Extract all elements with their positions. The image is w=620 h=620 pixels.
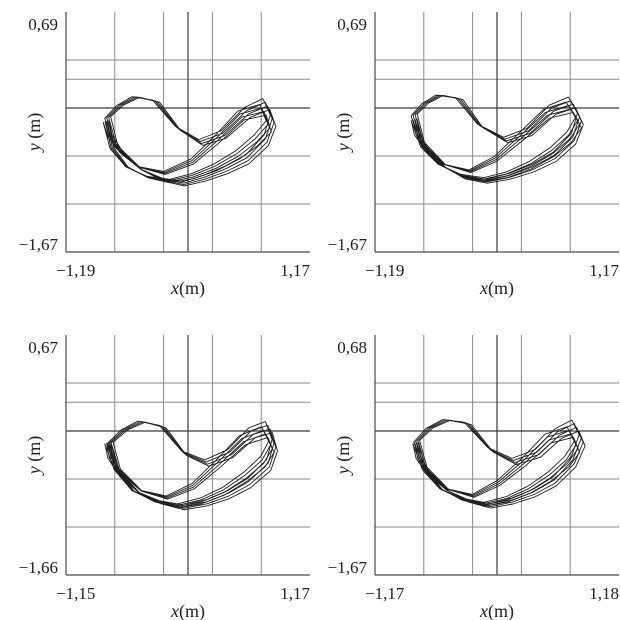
x-tick-label-left: −1,17 — [365, 584, 405, 603]
y-tick-label-bottom: −1,67 — [328, 558, 368, 577]
trajectory-series — [106, 96, 275, 185]
trajectory-series — [106, 420, 275, 508]
y-tick-label-bottom: −1,67 — [19, 235, 59, 254]
x-axis-label: x(m) — [479, 601, 514, 620]
y-axis-label: y (m) — [333, 113, 354, 154]
x-axis-variable: x — [479, 601, 488, 620]
trajectory-series — [110, 421, 278, 511]
x-tick-label-right: 1,17 — [280, 261, 310, 280]
y-axis-unit: (m) — [24, 436, 45, 462]
trajectory-series — [104, 96, 273, 184]
y-axis-unit: (m) — [24, 113, 45, 139]
y-tick-label-top: 0,68 — [337, 338, 367, 357]
trajectory-series — [412, 94, 580, 182]
y-tick-label-top: 0,67 — [28, 338, 58, 357]
y-axis-unit: (m) — [333, 113, 354, 139]
x-tick-label-right: 1,18 — [589, 584, 619, 603]
chart-panel-4: 0,68−1,67−1,17 1,18x(m)y (m) — [328, 335, 619, 620]
y-axis-variable: y — [333, 462, 353, 477]
y-tick-label-top: 0,69 — [28, 15, 58, 34]
x-axis-variable: x — [170, 601, 179, 620]
trajectory-series — [102, 96, 271, 182]
trajectory-series — [414, 94, 582, 183]
x-axis-label: x(m) — [479, 278, 514, 299]
trajectory-series — [108, 96, 277, 187]
y-axis-variable: y — [24, 139, 44, 154]
trajectory-series — [418, 419, 586, 509]
x-axis-label: x(m) — [170, 278, 205, 299]
x-axis-variable: x — [170, 278, 179, 298]
trajectory-series — [108, 421, 277, 509]
x-tick-label-left: −1,19 — [56, 261, 95, 280]
y-axis-variable: y — [24, 462, 44, 477]
x-axis-unit: (m) — [488, 278, 514, 299]
x-axis-label: x(m) — [170, 601, 205, 620]
trajectory-series — [410, 94, 578, 180]
y-axis-label: y (m) — [333, 436, 354, 477]
trajectory-series — [414, 419, 582, 506]
x-axis-unit: (m) — [179, 278, 205, 299]
y-axis-label: y (m) — [24, 436, 45, 477]
x-axis-variable: x — [479, 278, 488, 298]
y-tick-label-bottom: −1,66 — [19, 558, 58, 577]
x-tick-label-right: 1,17 — [280, 584, 310, 603]
trajectory-series — [104, 420, 273, 506]
x-tick-label-right: 1,17 — [589, 261, 619, 280]
chart-panel-1: 0,69−1,67−1,19 1,17x(m)y (m) — [19, 12, 311, 299]
chart-panel-3: 0,67−1,66−1,15 1,17x(m)y (m) — [19, 335, 311, 620]
y-axis-variable: y — [333, 139, 353, 154]
trajectory-series — [416, 94, 584, 184]
trajectory-series — [416, 419, 584, 508]
x-axis-unit: (m) — [488, 601, 514, 620]
x-tick-label-left: −1,19 — [365, 261, 404, 280]
y-axis-label: y (m) — [24, 113, 45, 154]
y-axis-unit: (m) — [333, 436, 354, 462]
x-axis-unit: (m) — [179, 601, 205, 620]
panels: 0,69−1,67−1,19 1,17x(m)y (m)0,69−1,67−1,1… — [19, 12, 620, 620]
y-tick-label-bottom: −1,67 — [328, 235, 368, 254]
trajectory-series — [412, 419, 580, 505]
chart-panel-2: 0,69−1,67−1,19 1,17x(m)y (m) — [328, 12, 620, 299]
x-tick-label-left: −1,15 — [56, 584, 95, 603]
y-tick-label-top: 0,69 — [337, 15, 367, 34]
